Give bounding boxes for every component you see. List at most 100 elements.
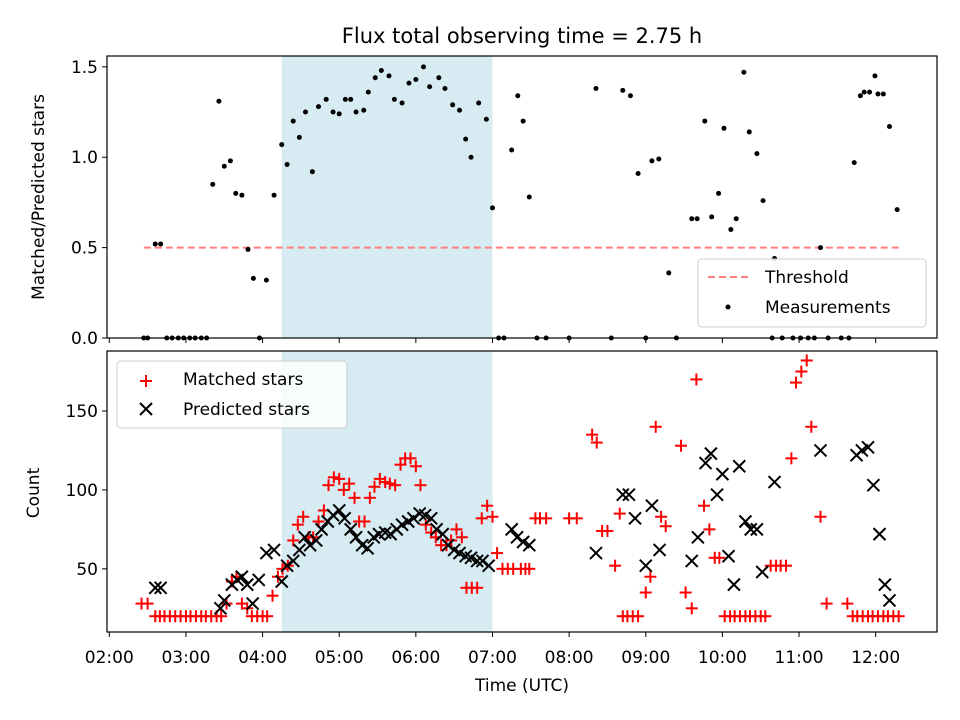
measurements-point [733, 216, 739, 222]
measurements-point [702, 118, 708, 124]
matched-stars-point [590, 436, 603, 449]
measurements-point [880, 91, 886, 97]
predicted-stars-point [240, 577, 254, 592]
x-tick-label: 12:00 [851, 648, 900, 668]
predicted-stars-point [252, 573, 266, 587]
measurements-point [857, 93, 863, 99]
matched-stars-point [632, 610, 645, 623]
count-y-axis-label: Count [24, 467, 44, 518]
matched-stars-point [690, 373, 703, 386]
measurements-point [468, 154, 474, 160]
measurements-point [221, 163, 227, 169]
predicted-stars-point [628, 511, 642, 526]
matched-stars-point [759, 610, 772, 623]
x-tick-label: 05:00 [315, 648, 364, 668]
predicted-stars-point [153, 581, 168, 595]
predicted-stars-point [744, 522, 758, 537]
count-axis-ticks: 50 100 150 [66, 402, 877, 637]
measurements-point [872, 73, 878, 79]
measurements-point [399, 100, 405, 106]
measurements-point [372, 75, 378, 81]
measurements-legend-label: Measurements [765, 298, 891, 318]
predicted-stars-point [732, 459, 746, 473]
matched-stars-point [368, 480, 381, 493]
measurements-point [489, 205, 495, 211]
measurements-point [666, 270, 672, 276]
matched-stars-point [383, 477, 396, 490]
predicted-stars-point [738, 514, 753, 529]
measurements-point [656, 156, 662, 162]
predicted-stars-point [332, 503, 346, 518]
matched-stars-point [540, 512, 553, 525]
ratio-legend: Threshold Measurements [697, 258, 927, 328]
measurements-point [875, 91, 881, 97]
measurements-point [851, 160, 857, 166]
matched-stars-point [703, 523, 716, 536]
ratio-panel: 0.0 0.5 1.0 1.5 Matched/Predicted stars Thr… [29, 55, 938, 349]
matched-stars-point [475, 512, 488, 525]
measurements-legend-marker [725, 304, 731, 310]
matched-stars-point [486, 510, 499, 523]
predicted-stars-point [314, 522, 329, 537]
matched-stars-point [450, 523, 463, 536]
predicted-stars-point [882, 593, 897, 608]
matched-stars-point [805, 420, 818, 433]
x-tick-label: 09:00 [621, 648, 670, 668]
matched-stars-point [141, 597, 154, 610]
matched-stars-point [820, 597, 833, 610]
predicted-stars-legend-marker [139, 402, 153, 416]
measurements-point [818, 245, 824, 251]
matched-stars-point [780, 559, 793, 572]
ratio-y-tick-label: 0.0 [71, 329, 98, 349]
measurements-point [463, 136, 469, 142]
matched-stars-legend-marker [140, 375, 152, 387]
matched-stars-point [586, 428, 599, 441]
matched-stars-point [358, 515, 371, 528]
predicted-stars-point [704, 446, 718, 461]
predicted-stars-point [213, 601, 228, 616]
predicted-stars-point [813, 443, 828, 458]
measurements-point [353, 109, 359, 115]
measurements-point [233, 190, 239, 196]
count-legend-box [116, 360, 348, 429]
matched-stars-point [337, 483, 350, 496]
predicted-stars-point [698, 456, 713, 470]
ratio-observing-window [281, 56, 493, 338]
measurements-point [894, 207, 900, 213]
ratio-shaded-span [281, 56, 493, 338]
x-tick-label: 06:00 [391, 648, 440, 668]
measurements-point [689, 216, 695, 222]
matched-stars-point [814, 510, 827, 523]
predicted-stars-point [767, 475, 782, 489]
predicted-stars-point [685, 554, 699, 568]
measurements-point [279, 142, 285, 148]
matched-stars-point [570, 512, 583, 525]
measurements-point [227, 158, 233, 164]
predicted-stars-point [470, 554, 484, 568]
matched-stars-point [609, 559, 622, 572]
matched-stars-point [445, 534, 458, 547]
measurements-point [210, 181, 216, 187]
measurements-point [378, 67, 384, 73]
measurements-point [886, 124, 892, 129]
measurements-point [620, 87, 626, 93]
predicted-stars-point [715, 467, 730, 481]
measurements-point [421, 64, 427, 70]
matched-stars-point [523, 562, 536, 575]
measurements-point [284, 161, 290, 167]
matched-stars-point [455, 531, 468, 544]
matched-stars-point [659, 520, 672, 533]
measurements-point [627, 93, 633, 99]
measurements-point [413, 77, 419, 82]
matched-stars-point [713, 551, 726, 564]
predicted-stars-point [645, 499, 659, 513]
x-tick-label: 03:00 [161, 648, 210, 668]
predicted-stars-point [245, 596, 260, 611]
predicted-stars-point [360, 541, 375, 556]
predicted-stars-point [504, 522, 519, 537]
measurements-point [216, 98, 222, 104]
measurements-point [515, 93, 521, 99]
ratio-y-tick-label: 0.5 [71, 239, 98, 259]
measurements-point [263, 277, 269, 283]
measurements-point [330, 109, 336, 115]
